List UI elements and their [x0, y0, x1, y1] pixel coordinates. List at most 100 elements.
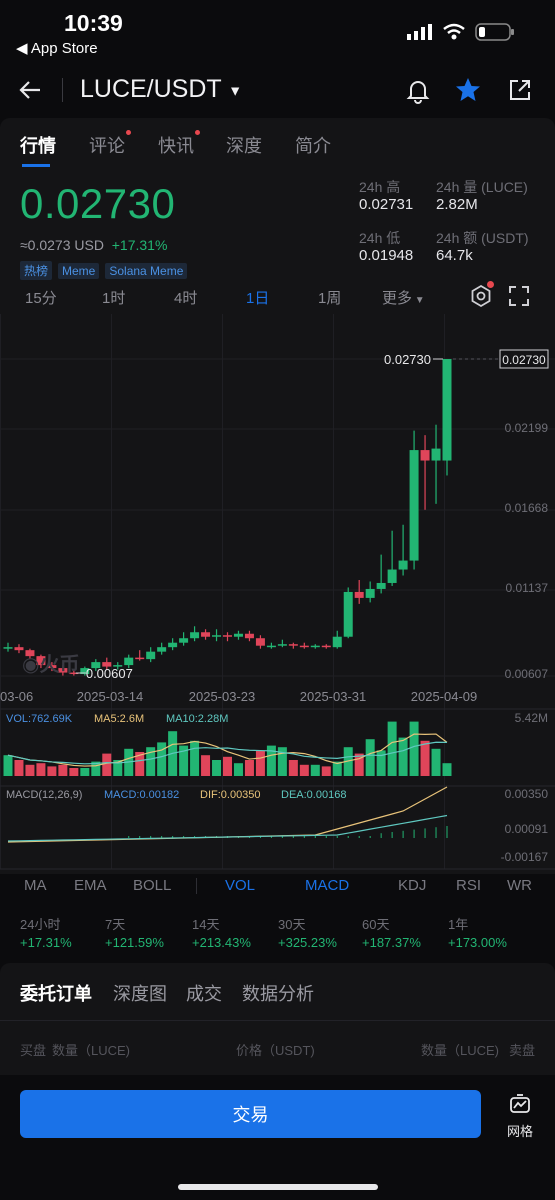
comments-dot: [126, 130, 131, 135]
header-divider: [62, 78, 63, 102]
back-arrow-icon[interactable]: [18, 78, 42, 102]
candle-body: [113, 665, 123, 667]
tf-1d[interactable]: 1日: [246, 290, 270, 307]
volume-bar: [420, 740, 430, 776]
dif-label: DIF:0.00350: [200, 789, 261, 801]
ma10-label: MA10:2.28M: [166, 713, 228, 725]
volume-bar: [255, 750, 265, 776]
fullscreen-icon[interactable]: [508, 285, 530, 307]
x-tick-label: 03-06: [0, 689, 33, 704]
ind-boll[interactable]: BOLL: [133, 877, 172, 894]
ind-wr[interactable]: WR: [507, 877, 532, 894]
ind-ema[interactable]: EMA: [74, 877, 107, 894]
settings-icon[interactable]: [469, 284, 493, 308]
pair-dropdown-icon[interactable]: ▼: [228, 82, 243, 99]
perf-label: 14天: [192, 917, 220, 932]
volume-bar: [365, 739, 375, 776]
ind-vol[interactable]: VOL: [225, 877, 256, 894]
tab-comments[interactable]: 评论: [89, 136, 125, 156]
volume-value: 2.82M: [436, 196, 478, 213]
tf-15m[interactable]: 15分: [25, 290, 57, 307]
star-favorite-icon[interactable]: [455, 77, 481, 103]
chevron-down-icon: ▼: [412, 295, 425, 306]
candle-body: [168, 642, 178, 648]
tab-market[interactable]: 行情: [20, 136, 56, 156]
back-to-app-link[interactable]: ◀ App Store: [16, 40, 98, 57]
y-tick-label: 0.01668: [505, 501, 549, 515]
ind-macd[interactable]: MACD: [305, 877, 350, 894]
tf-more[interactable]: 更多 ▼: [382, 287, 425, 308]
candle-body: [223, 635, 232, 637]
divider: [0, 1020, 555, 1021]
macd-tick-label: -0.00167: [501, 850, 549, 864]
candle-body: [310, 645, 320, 648]
candle-body: [157, 647, 167, 652]
bell-icon[interactable]: [406, 78, 430, 104]
volume-bar: [47, 766, 57, 776]
current-price-box: [499, 349, 549, 369]
grid-button[interactable]: 网格: [500, 1094, 540, 1140]
tf-more-label: 更多: [382, 290, 413, 307]
tab-intro[interactable]: 简介: [295, 136, 331, 156]
tf-1w[interactable]: 1周: [318, 290, 342, 307]
x-tick-label: 2025-03-31: [300, 689, 367, 704]
change-24h: +17.31%: [111, 237, 168, 253]
volume-bar: [102, 753, 112, 776]
tag-meme[interactable]: Meme: [58, 263, 100, 279]
current-price-label: 0.02730: [502, 353, 546, 367]
wifi-icon: [443, 23, 465, 40]
candle-body: [409, 450, 419, 561]
amount-value: 64.7k: [436, 247, 473, 264]
volume-bar: [36, 763, 46, 776]
candlestick-chart[interactable]: 0.02199 0.01668 0.01137 0.00607 0.02730 0.006…: [0, 314, 555, 870]
candle-body: [442, 359, 452, 461]
tag-solana-meme[interactable]: Solana Meme: [105, 263, 188, 279]
tab-data-analysis[interactable]: 数据分析: [242, 984, 314, 1004]
ob-buy-label: 买盘: [20, 1043, 47, 1058]
volume-bar: [376, 750, 386, 776]
ob-qty-left: 数量（LUCE): [52, 1043, 131, 1058]
candle-body: [14, 647, 24, 651]
volume-bar: [58, 764, 68, 776]
volume-bar: [157, 742, 167, 776]
tab-news[interactable]: 快讯: [158, 136, 194, 156]
candle-body: [420, 450, 430, 461]
tab-depth[interactable]: 深度: [226, 136, 262, 156]
grid-bot-icon: [510, 1094, 530, 1113]
dea-label: DEA:0.00168: [281, 789, 346, 801]
candle-body: [376, 582, 386, 589]
tab-trades[interactable]: 成交: [186, 984, 222, 1004]
volume-bar: [387, 721, 397, 776]
pair-title[interactable]: LUCE/USDT ▼: [80, 75, 242, 104]
perf-value: +121.59%: [105, 935, 164, 950]
min-price-label: 0.00607: [86, 666, 133, 681]
ind-ma[interactable]: MA: [24, 877, 47, 894]
candle-body: [365, 588, 375, 598]
ind-kdj[interactable]: KDJ: [398, 877, 427, 894]
candle-body: [387, 569, 397, 583]
candle-body: [91, 662, 101, 669]
news-dot: [195, 130, 200, 135]
volume-bar: [431, 748, 441, 776]
candle-body: [343, 591, 353, 637]
trade-button[interactable]: 交易: [20, 1090, 481, 1138]
share-icon[interactable]: [508, 78, 532, 102]
ind-rsi[interactable]: RSI: [456, 877, 482, 894]
tag-hot[interactable]: 热榜: [20, 261, 53, 280]
candle-body: [299, 645, 309, 648]
perf-value: +325.23%: [278, 935, 337, 950]
tab-depth-chart[interactable]: 深度图: [113, 984, 167, 1004]
tab-orders[interactable]: 委托订单: [20, 984, 92, 1004]
ob-price-label: 价格（USDT): [236, 1043, 315, 1058]
macd-tick-label: 0.00091: [505, 822, 549, 836]
max-price-label: 0.02730: [384, 352, 431, 367]
x-tick-label: 2025-04-09: [411, 689, 478, 704]
amount-label: 24h 额 (USDT): [436, 230, 529, 246]
settings-dot: [487, 281, 494, 288]
perf-label: 30天: [278, 917, 306, 932]
tf-4h[interactable]: 4时: [174, 290, 198, 307]
volume-bar: [277, 747, 287, 776]
high-label: 24h 高: [359, 179, 401, 195]
tf-1h[interactable]: 1时: [102, 290, 126, 307]
volume-bar: [201, 755, 211, 776]
